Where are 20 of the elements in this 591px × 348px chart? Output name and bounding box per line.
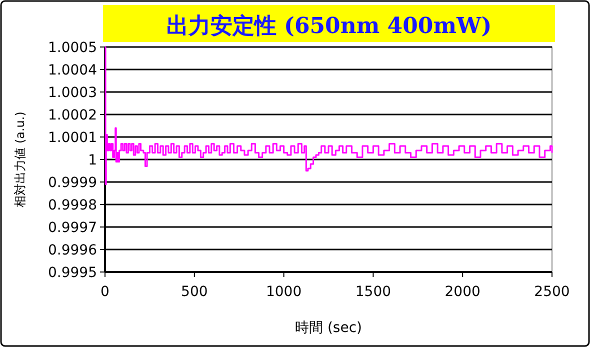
x-tick-label: 1500: [355, 284, 392, 300]
x-tick-label: 2000: [444, 284, 480, 300]
y-tick-label: 0.9998: [48, 198, 97, 214]
x-tick-label: 500: [181, 284, 208, 300]
y-tick-label: 1.0004: [48, 62, 98, 78]
y-axis-title: 相対出力値 (a.u.): [13, 112, 27, 208]
x-axis-title: 時間 (sec): [295, 320, 362, 336]
x-tick-label: 2500: [534, 284, 570, 300]
y-tick-label: 1.0002: [48, 108, 97, 124]
x-tick-label: 0: [100, 284, 110, 300]
y-tick-label: 1.0005: [48, 40, 97, 56]
y-tick-label: 0.9997: [48, 220, 97, 236]
y-tick-label: 1: [88, 152, 97, 168]
y-tick-label: 1.0001: [48, 130, 97, 146]
chart-title: 出力安定性 (650nm 400mW): [166, 13, 492, 39]
y-tick-label: 0.9999: [48, 175, 97, 191]
y-tick-label: 0.9996: [48, 242, 98, 258]
y-tick-label: 0.9995: [48, 265, 97, 281]
y-tick-label: 1.0003: [48, 85, 97, 101]
x-tick-label: 1000: [266, 284, 302, 300]
